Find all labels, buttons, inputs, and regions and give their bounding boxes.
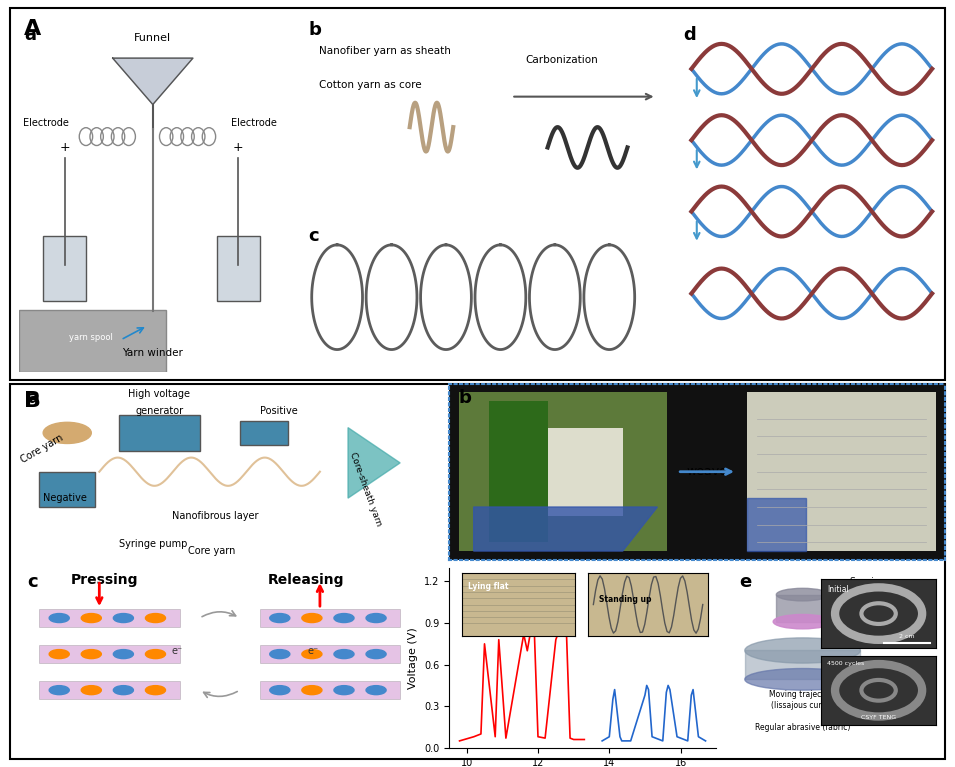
Circle shape: [302, 686, 322, 695]
Circle shape: [270, 614, 290, 623]
Circle shape: [302, 650, 322, 659]
Bar: [745, 650, 860, 680]
Bar: [260, 609, 400, 627]
Bar: [39, 609, 180, 627]
Text: +: +: [233, 141, 244, 154]
Bar: [39, 645, 180, 663]
Polygon shape: [474, 507, 657, 551]
Circle shape: [43, 423, 92, 443]
Y-axis label: Voltage (V): Voltage (V): [408, 627, 418, 689]
Circle shape: [114, 650, 134, 659]
Text: Electrode: Electrode: [231, 118, 277, 128]
Text: Specimen: Specimen: [850, 577, 894, 585]
Bar: [260, 681, 400, 700]
Bar: [776, 594, 829, 621]
Text: generator: generator: [136, 407, 183, 416]
Circle shape: [81, 614, 101, 623]
Bar: [39, 472, 96, 507]
Ellipse shape: [774, 614, 832, 629]
Circle shape: [302, 614, 322, 623]
Circle shape: [270, 686, 290, 695]
Text: Syringe pump: Syringe pump: [119, 538, 188, 548]
Text: weave: weave: [687, 466, 728, 478]
Text: Core-sheath yarn: Core-sheath yarn: [348, 450, 383, 527]
Text: 2 cm: 2 cm: [900, 634, 915, 639]
Bar: [260, 645, 400, 663]
Bar: [458, 393, 668, 551]
Polygon shape: [113, 58, 193, 104]
Text: Cotton yarn as core: Cotton yarn as core: [319, 81, 421, 91]
Text: Regular abrasive (fabric): Regular abrasive (fabric): [754, 723, 850, 732]
Polygon shape: [348, 427, 400, 499]
Bar: [43, 236, 86, 301]
Circle shape: [145, 650, 165, 659]
Text: e⁻: e⁻: [172, 646, 182, 656]
Text: B: B: [24, 391, 41, 411]
Circle shape: [270, 650, 290, 659]
Bar: [217, 236, 260, 301]
Text: Funnel: Funnel: [135, 33, 171, 43]
Text: Negative: Negative: [43, 493, 87, 503]
Polygon shape: [747, 499, 806, 551]
Text: b: b: [308, 21, 321, 39]
Circle shape: [334, 614, 354, 623]
Text: A: A: [24, 19, 41, 39]
Text: (lissajous curve): (lissajous curve): [772, 701, 834, 710]
Text: Core yarn: Core yarn: [187, 546, 235, 556]
Circle shape: [50, 614, 70, 623]
Circle shape: [142, 311, 163, 340]
Text: Yarn winder: Yarn winder: [122, 348, 183, 358]
Circle shape: [81, 650, 101, 659]
Ellipse shape: [776, 588, 829, 601]
Ellipse shape: [745, 638, 860, 663]
Text: Initial: Initial: [827, 584, 849, 594]
Circle shape: [50, 650, 70, 659]
Text: d: d: [684, 26, 696, 44]
Text: Nanofiber yarn as sheath: Nanofiber yarn as sheath: [319, 46, 451, 56]
Bar: [10, 384, 945, 759]
Bar: [119, 415, 200, 450]
Bar: [548, 428, 623, 516]
Bar: [747, 393, 936, 551]
Text: Nanofibrous layer: Nanofibrous layer: [172, 511, 258, 521]
Circle shape: [81, 686, 101, 695]
Text: b: b: [458, 389, 472, 407]
Text: e⁻: e⁻: [308, 646, 319, 656]
Circle shape: [366, 650, 386, 659]
Circle shape: [114, 686, 134, 695]
Circle shape: [114, 614, 134, 623]
Text: +: +: [59, 141, 70, 154]
Text: c: c: [308, 227, 319, 245]
Circle shape: [145, 614, 165, 623]
Text: Core yarn: Core yarn: [19, 433, 65, 466]
Circle shape: [366, 686, 386, 695]
Text: a: a: [25, 26, 36, 44]
Circle shape: [366, 614, 386, 623]
Text: CSYF TENG: CSYF TENG: [861, 716, 896, 720]
Text: Pressing: Pressing: [72, 573, 138, 587]
Text: c: c: [27, 573, 38, 591]
Text: Carbonization: Carbonization: [526, 55, 599, 65]
Ellipse shape: [745, 669, 860, 690]
Bar: [10, 8, 945, 380]
Circle shape: [334, 686, 354, 695]
Text: e: e: [739, 573, 752, 591]
Bar: [39, 681, 180, 700]
Text: Moving trajectory: Moving trajectory: [769, 690, 837, 700]
Circle shape: [145, 686, 165, 695]
Bar: [240, 420, 287, 445]
Text: 4500 cycles: 4500 cycles: [827, 661, 864, 667]
Bar: [489, 401, 548, 542]
Text: Positive: Positive: [260, 407, 298, 416]
Text: Electrode: Electrode: [23, 118, 69, 128]
Bar: [19, 310, 166, 372]
Circle shape: [50, 686, 70, 695]
Text: yarn spool: yarn spool: [70, 333, 114, 342]
Text: Releasing: Releasing: [267, 573, 345, 587]
Text: a: a: [27, 389, 39, 407]
Circle shape: [334, 650, 354, 659]
Text: High voltage: High voltage: [129, 389, 190, 399]
